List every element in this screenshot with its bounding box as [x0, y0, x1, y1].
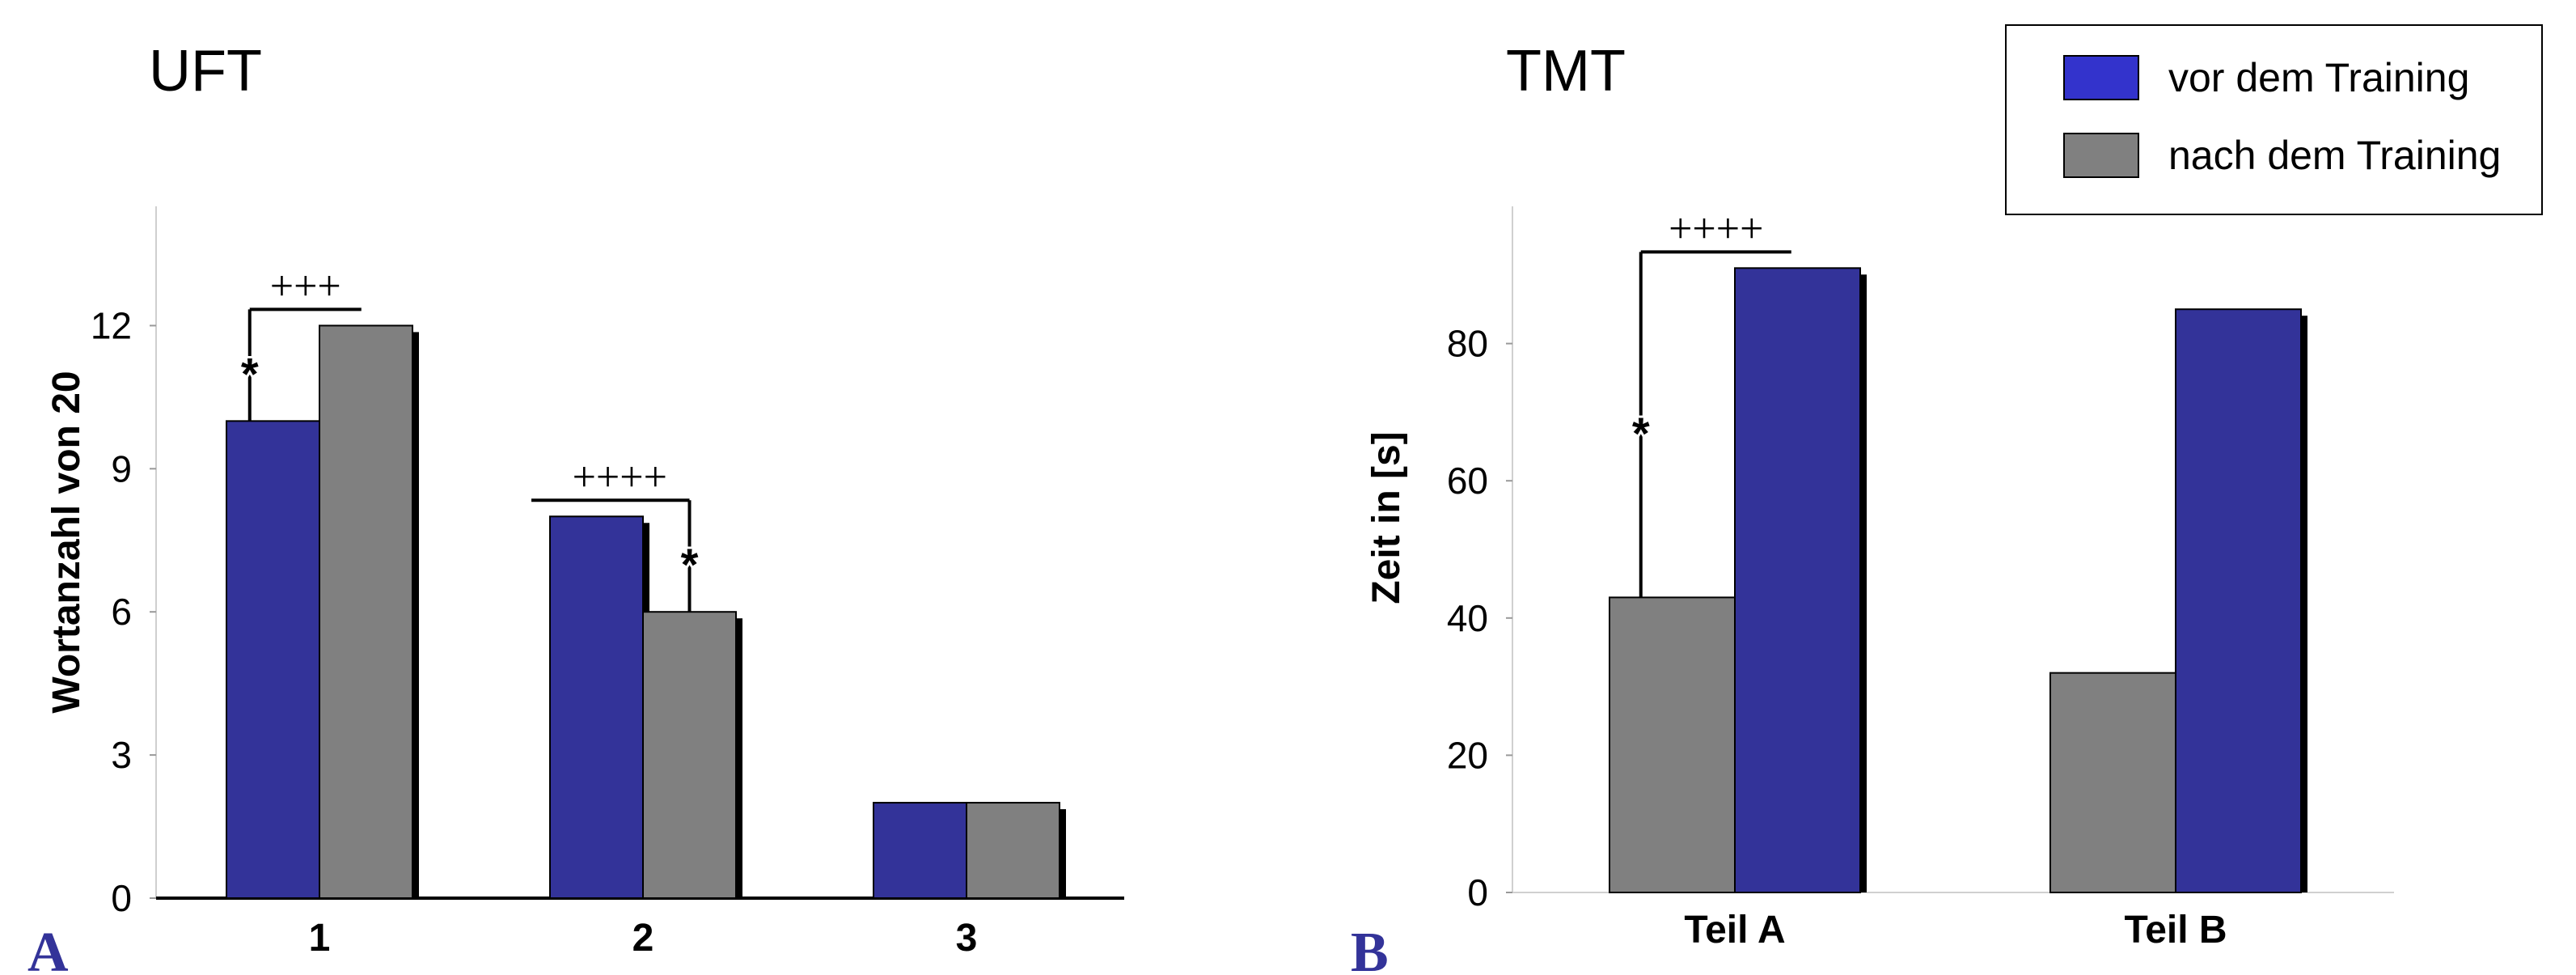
panel-b-title: TMT — [1506, 39, 1626, 104]
significance-plus: +++ — [270, 263, 341, 309]
significance-plus: ++++ — [573, 454, 667, 500]
legend-swatch-after — [2063, 133, 2139, 178]
legend: vor dem Training nach dem Training — [2005, 24, 2543, 215]
panel-b-ylabel: Zeit in [s] — [1365, 431, 1408, 604]
legend-item-before: vor dem Training — [2063, 53, 2469, 102]
significance-plus: ++++ — [1669, 206, 1763, 252]
legend-swatch-before — [2063, 55, 2139, 100]
bar — [226, 420, 320, 899]
panel-b-marks: 0 20 40 60 80 Teil A Teil B * ++++ — [1447, 206, 2394, 952]
significance-star: * — [681, 539, 699, 590]
y-tick-label: 0 — [111, 877, 132, 919]
y-tick-label: 9 — [111, 447, 132, 490]
panel-a-ylabel: Wortanzahl von 20 — [45, 371, 88, 713]
panel-b: TMT Zeit in [s] B 0 20 40 60 80 Teil A Teil B *… — [1351, 39, 2394, 975]
y-tick-label: 40 — [1447, 597, 1488, 639]
panel-a-title: UFT — [149, 39, 262, 104]
x-tick-label: Teil A — [1684, 909, 1785, 952]
y-tick-label: 80 — [1447, 323, 1488, 365]
bar — [319, 324, 413, 899]
bar — [2049, 672, 2176, 893]
bar — [1734, 267, 1861, 893]
y-tick-label: 60 — [1447, 460, 1488, 502]
bar — [1609, 596, 1736, 893]
y-tick-label: 12 — [91, 304, 132, 346]
bar — [2175, 308, 2302, 893]
y-tick-label: 20 — [1447, 734, 1488, 776]
legend-item-after: nach dem Training — [2063, 131, 2501, 180]
bar — [873, 802, 967, 900]
bar — [549, 515, 644, 900]
significance-star: * — [241, 348, 259, 399]
bar — [966, 802, 1060, 900]
y-tick-label: 6 — [111, 591, 132, 633]
legend-label-after: nach dem Training — [2168, 133, 2502, 178]
significance-star: * — [1632, 408, 1650, 459]
y-tick-label: 3 — [111, 734, 132, 776]
legend-label-before: vor dem Training — [2168, 55, 2470, 100]
panel-a-letter: A — [27, 922, 69, 975]
x-tick-label: 1 — [309, 917, 331, 960]
bar — [642, 611, 737, 899]
x-tick-label: 3 — [956, 917, 978, 960]
x-tick-label: 2 — [632, 917, 654, 960]
x-tick-label: Teil B — [2124, 909, 2227, 952]
y-tick-label: 0 — [1467, 871, 1488, 914]
panel-b-letter: B — [1351, 922, 1389, 975]
